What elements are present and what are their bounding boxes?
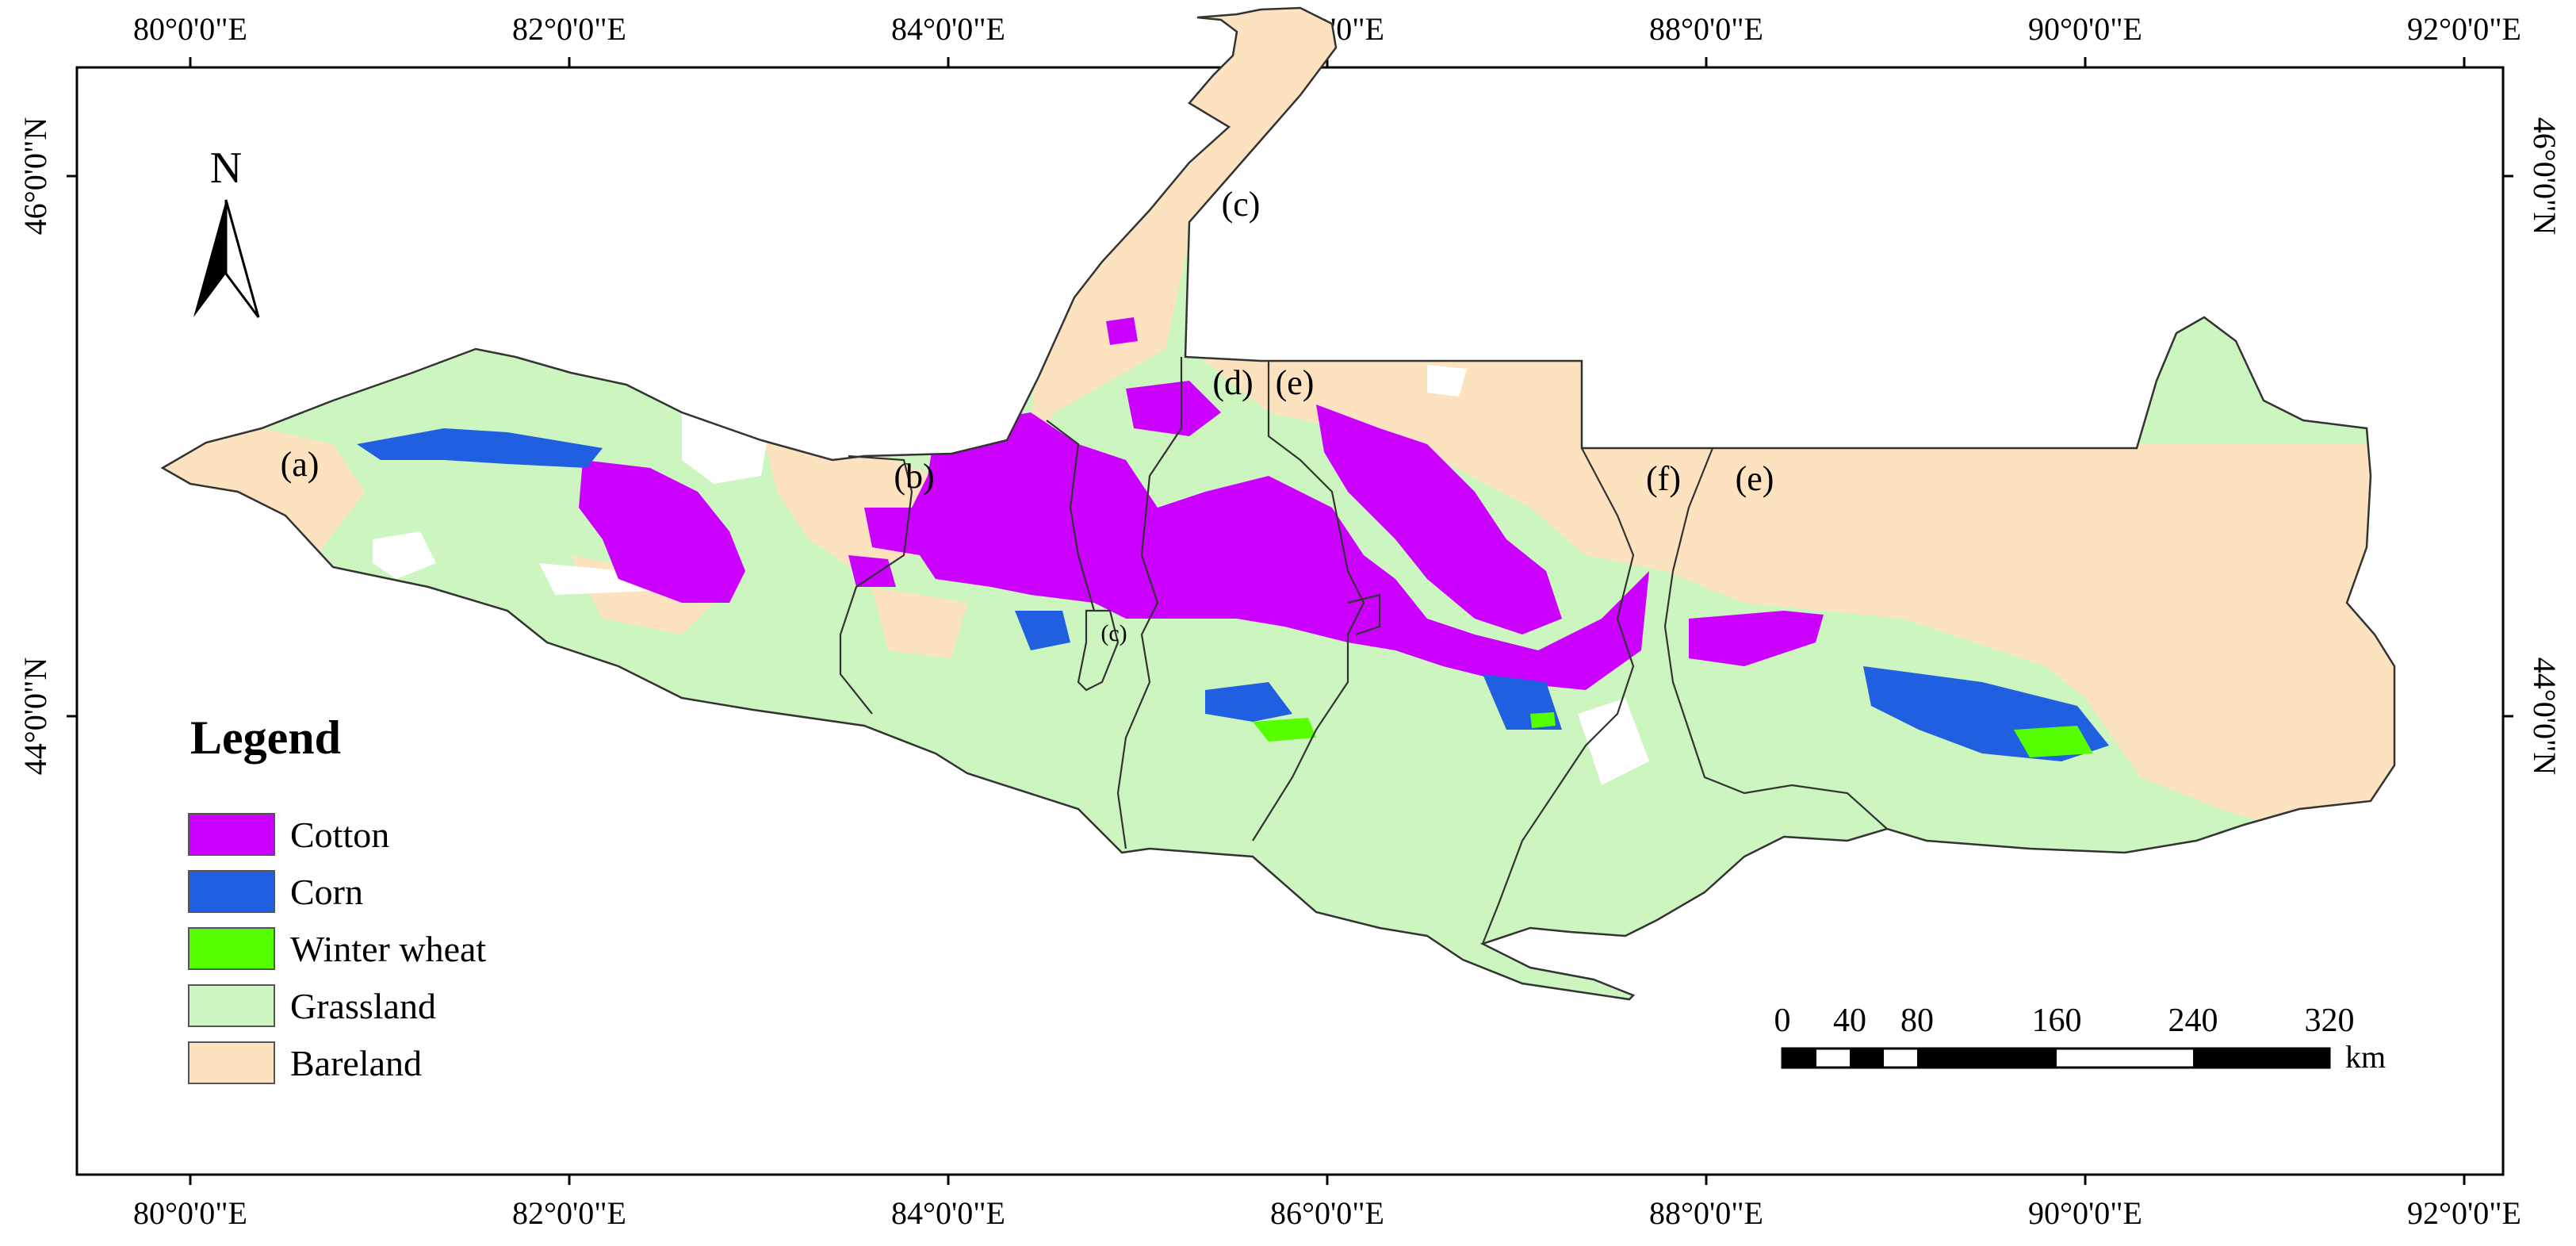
bottom-tick-label: 88°0'0"E: [1649, 1195, 1763, 1231]
left-axis-labels: 46°0'0"N 44°0'0"N: [17, 117, 53, 775]
corn-patch: [1205, 682, 1292, 722]
top-tick-label: 88°0'0"E: [1649, 11, 1763, 47]
region-label-d: (d): [1212, 363, 1253, 402]
north-arrow-icon: [193, 200, 226, 317]
legend-label-corn: Corn: [290, 872, 363, 912]
legend-swatch-grassland: [188, 984, 275, 1027]
top-tick-label: 84°0'0"E: [891, 11, 1005, 47]
region-label-e-east: (e): [1736, 459, 1774, 498]
legend-item-bareland: Bareland: [188, 1041, 422, 1084]
scale-label: 240: [2168, 1003, 2218, 1039]
top-tick-label: 82°0'0"E: [512, 11, 626, 47]
scale-label: 160: [2032, 1003, 2082, 1039]
cotton-patch: [579, 460, 745, 603]
winter-wheat-patch: [2014, 726, 2093, 757]
legend-swatch-corn: [188, 870, 275, 913]
north-arrow-label: N: [210, 144, 242, 193]
region-boundaries: [839, 357, 1888, 945]
scale-segment-black: [1850, 1049, 1884, 1068]
scale-segment-black: [1782, 1049, 1816, 1068]
bottom-tick-label: 90°0'0"E: [2028, 1195, 2142, 1231]
north-arrow: N: [193, 144, 260, 318]
legend-item-winter-wheat: Winter wheat: [188, 927, 486, 970]
scale-label: 320: [2305, 1003, 2355, 1039]
cotton-patch: [1316, 404, 1562, 635]
bareland-patch: [1189, 349, 2394, 872]
bottom-tick-label: 84°0'0"E: [891, 1195, 1005, 1231]
region-label-f: (f): [1646, 459, 1681, 498]
right-tick-label: 44°0'0"N: [2527, 658, 2563, 775]
unclassified-patch: [1578, 698, 1649, 785]
winter-wheat-patch: [1530, 712, 1556, 728]
bottom-tick-label: 80°0'0"E: [133, 1195, 247, 1231]
bareland-patch: [872, 587, 967, 658]
region-label-a: (a): [281, 445, 320, 484]
region-label-b: (b): [894, 457, 934, 496]
region-label-e-west: (e): [1276, 363, 1315, 402]
top-tick-label: 90°0'0"E: [2028, 11, 2142, 47]
cotton-patch: [1106, 317, 1138, 345]
legend-swatch-bareland: [188, 1041, 275, 1084]
legend-item-corn: Corn: [188, 870, 363, 913]
bareland-patch: [163, 428, 365, 555]
right-tick-label: 46°0'0"N: [2527, 117, 2563, 235]
axis-ticks: [67, 57, 2513, 1185]
cotton-patch: [848, 555, 896, 587]
scale-label: 40: [1833, 1003, 1866, 1039]
legend-label-grassland: Grassland: [290, 986, 436, 1026]
unclassified-patch: [1427, 365, 1467, 397]
left-tick-label: 44°0'0"N: [17, 658, 53, 775]
scale-segment-black: [2193, 1049, 2329, 1068]
corn-patch: [1015, 611, 1070, 650]
region-label-c-north: (c): [1222, 185, 1261, 224]
bottom-axis-labels: 80°0'0"E 82°0'0"E 84°0'0"E 86°0'0"E 88°0…: [133, 1195, 2521, 1231]
scale-segment-black: [1917, 1049, 2057, 1068]
region-labels: (a) (b) (c) (c) (d) (e) (f) (e): [281, 185, 1774, 646]
cotton-patch: [1689, 611, 1824, 666]
bottom-tick-label: 86°0'0"E: [1270, 1195, 1384, 1231]
region-label-c-small: (c): [1100, 620, 1127, 646]
cotton-patch: [864, 412, 1649, 690]
bottom-tick-label: 92°0'0"E: [2407, 1195, 2521, 1231]
scale-unit: km: [2345, 1039, 2386, 1075]
top-tick-label: 92°0'0"E: [2407, 11, 2521, 47]
legend-label-winter-wheat: Winter wheat: [290, 929, 486, 969]
legend-swatch-winter-wheat: [188, 927, 275, 970]
top-tick-label: 80°0'0"E: [133, 11, 247, 47]
legend-item-cotton: Cotton: [188, 813, 389, 856]
scale-bar: 0 40 80 160 240 320 km: [1774, 1003, 2387, 1075]
legend-item-grassland: Grassland: [188, 984, 436, 1027]
winter-wheat-patch: [1253, 718, 1316, 742]
cotton-patch: [1126, 381, 1221, 436]
study-area-outline: [160, 6, 2396, 1001]
north-arrow-icon-outline: [224, 199, 260, 318]
legend-label-bareland: Bareland: [290, 1043, 422, 1083]
left-tick-label: 46°0'0"N: [17, 117, 53, 235]
scale-label: 0: [1774, 1003, 1791, 1039]
corn-patch: [357, 428, 603, 468]
legend-swatch-cotton: [188, 813, 275, 856]
top-axis-labels: 80°0'0"E 82°0'0"E 84°0'0"E 86°0'0"E 88°0…: [133, 11, 2521, 47]
bottom-tick-label: 82°0'0"E: [512, 1195, 626, 1231]
legend: Legend Cotton Corn Winter wheat Grasslan…: [188, 711, 486, 1084]
unclassified-patch: [373, 531, 436, 579]
legend-label-cotton: Cotton: [290, 815, 389, 855]
scale-label: 80: [1900, 1003, 1934, 1039]
right-axis-labels: 46°0'0"N 44°0'0"N: [2527, 117, 2563, 775]
legend-title: Legend: [190, 711, 341, 764]
